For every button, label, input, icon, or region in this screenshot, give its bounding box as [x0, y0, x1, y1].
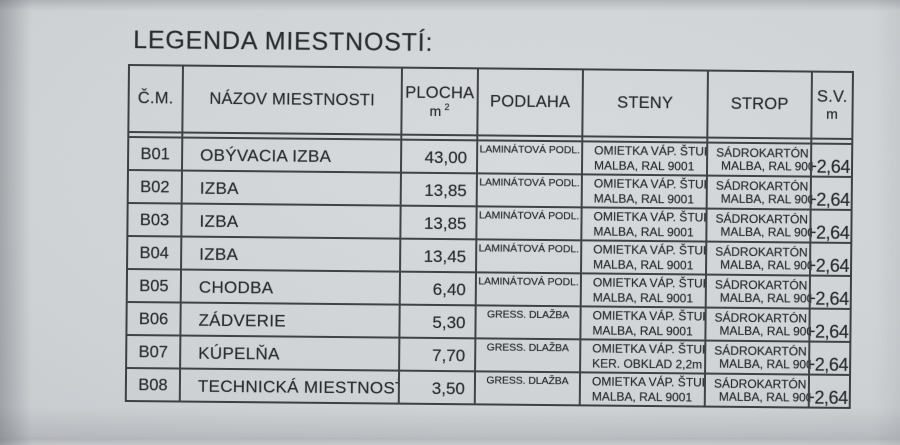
clear-height-cell: +2,64	[808, 274, 851, 308]
clear-height-cell: +2,64	[807, 373, 850, 407]
area-cell: 13,45	[399, 237, 476, 272]
area-cell: 7,70	[398, 336, 475, 371]
room-number-cell: B05	[127, 268, 181, 302]
clear-height-cell: +2,64	[808, 307, 850, 341]
walls-cell: OMIETKA VÁP. ŠTUK MALBA, RAL 9001	[580, 140, 707, 175]
col-header-strop: STROP	[706, 71, 811, 138]
ceiling-line2: MALBA, RAL 9001	[720, 225, 810, 240]
ceiling-line2: MALBA, RAL 9001	[720, 192, 810, 207]
room-number-cell: B07	[127, 334, 180, 368]
walls-line2: MALBA, RAL 9001	[593, 256, 694, 272]
ceiling-line2: MALBA, RAL 9001	[719, 324, 809, 339]
col-header-plocha-label: PLOCHA	[405, 83, 475, 103]
walls-cell: OMIETKA VÁP. ŠTUK MALBA, RAL 9001	[580, 206, 706, 241]
ceiling-cell: SÁDROKARTÓN MALBA, RAL 9001	[705, 174, 810, 209]
room-name-cell: OBÝVACIA IZBA	[180, 136, 401, 172]
clear-height-cell: +2,64	[809, 142, 852, 176]
ceiling-cell: SÁDROKARTÓN MALBA, RAL 9001	[705, 240, 810, 275]
clear-height-cell: +2,64	[809, 175, 851, 209]
room-number-cell: B02	[128, 169, 181, 203]
floor-cell: LAMINÁTOVÁ PODL.	[475, 139, 582, 174]
area-cell: 5,30	[398, 303, 475, 338]
area-cell: 13,85	[399, 171, 476, 206]
walls-line2: MALBA, RAL 9001	[592, 322, 693, 338]
walls-line2: MALBA, RAL 9001	[592, 289, 694, 305]
page-title: LEGENDA MIESTNOSTÍ:	[133, 26, 434, 57]
walls-cell: OMIETKA VÁP. ŠTUK MALBA, RAL 9001	[580, 173, 706, 208]
walls-line1: OMIETKA VÁP. ŠTUK	[591, 374, 705, 390]
ceiling-line2: MALBA, RAL 9001	[718, 389, 809, 405]
ceiling-cell: SÁDROKARTÓN MALBA, RAL 9001	[705, 141, 811, 176]
room-name-cell: IZBA	[180, 235, 400, 271]
area-cell: 6,40	[398, 270, 476, 305]
room-name-cell: TECHNICKÁ MIESTNOSŤ	[178, 367, 399, 403]
col-header-nazov: NÁZOV MIESTNOSTI	[181, 66, 401, 134]
walls-cell: OMIETKA VÁP. ŠTUK KER. OBKLAD 2,2m	[579, 338, 705, 373]
room-name-cell: KÚPELŇA	[179, 334, 399, 370]
walls-line1: OMIETKA VÁP. ŠTUK	[592, 275, 706, 291]
area-cell: 13,85	[399, 204, 476, 239]
area-cell: 43,00	[399, 138, 477, 173]
walls-line1: OMIETKA VÁP. ŠTUK	[593, 209, 706, 225]
col-header-sv-label: S.V.	[816, 87, 848, 107]
ceiling-cell: SÁDROKARTÓN MALBA, RAL 9001	[704, 273, 810, 308]
floor-cell: LAMINÁTOVÁ PODL.	[475, 205, 581, 240]
col-header-steny: STENY	[581, 70, 707, 137]
walls-line2: MALBA, RAL 9001	[593, 223, 694, 239]
walls-line1: OMIETKA VÁP. ŠTUK	[592, 308, 705, 324]
room-name-cell: ZÁDVERIE	[179, 301, 399, 337]
room-number-cell: B06	[127, 301, 180, 335]
floor-cell: LAMINÁTOVÁ PODL.	[475, 238, 581, 273]
walls-line2: KER. OBKLAD 2,2m	[592, 355, 703, 372]
col-header-sv: S.V. m	[810, 72, 852, 138]
walls-line1: OMIETKA VÁP. ŠTUK	[593, 176, 706, 192]
floor-cell: LAMINÁTOVÁ PODL.	[474, 271, 581, 306]
room-name-cell: IZBA	[180, 169, 400, 205]
ceiling-line2: MALBA, RAL 9001	[719, 291, 810, 306]
room-number-cell: B08	[126, 367, 180, 401]
ceiling-cell: SÁDROKARTÓN MALBA, RAL 9001	[705, 207, 810, 242]
clear-height-cell: +2,64	[808, 340, 850, 374]
ceiling-line2: MALBA, RAL 9001	[720, 159, 811, 174]
ceiling-line2: MALBA, RAL 9001	[719, 357, 809, 372]
clear-height-cell: +2,64	[809, 241, 851, 275]
walls-line1: OMIETKA VÁP. ŠTUK	[592, 341, 705, 357]
room-number-cell: B03	[128, 202, 181, 236]
room-number-cell: B01	[128, 136, 182, 170]
ceiling-cell: SÁDROKARTÓN MALBA, RAL 9001	[703, 372, 809, 407]
ceiling-cell: SÁDROKARTÓN MALBA, RAL 9001	[704, 339, 809, 374]
room-name-cell: IZBA	[180, 202, 400, 238]
walls-cell: OMIETKA VÁP. ŠTUK MALBA, RAL 9001	[579, 272, 706, 307]
col-header-podlaha: PODLAHA	[476, 69, 582, 136]
ceiling-line2: MALBA, RAL 9001	[720, 258, 810, 273]
walls-cell: OMIETKA VÁP. ŠTUK MALBA, RAL 9001	[579, 305, 705, 340]
clear-height-cell: +2,64	[809, 208, 851, 242]
floor-cell: LAMINÁTOVÁ PODL.	[475, 172, 581, 207]
walls-line2: MALBA, RAL 9001	[591, 388, 693, 404]
floor-cell: GRESS. DLAŽBA	[474, 304, 580, 339]
walls-line1: OMIETKA VÁP. ŠTUK	[594, 143, 707, 159]
walls-cell: OMIETKA VÁP. ŠTUK MALBA, RAL 9001	[580, 239, 706, 274]
walls-line2: MALBA, RAL 9001	[593, 157, 695, 173]
walls-line1: OMIETKA VÁP. ŠTUK	[593, 242, 706, 258]
col-header-cm: Č.M.	[137, 89, 174, 108]
room-number-cell: B04	[128, 235, 181, 269]
room-name-cell: CHODBA	[179, 268, 400, 304]
col-header-sv-unit: m	[826, 106, 839, 123]
area-cell: 3,50	[397, 369, 475, 404]
walls-line2: MALBA, RAL 9001	[593, 190, 695, 206]
ceiling-cell: SÁDROKARTÓN MALBA, RAL 9001	[704, 306, 809, 341]
floor-cell: GRESS. DLAŽBA	[474, 337, 580, 372]
walls-cell: OMIETKA VÁP. ŠTUK MALBA, RAL 9001	[578, 371, 705, 406]
floor-cell: GRESS. DLAŽBA	[473, 370, 580, 405]
